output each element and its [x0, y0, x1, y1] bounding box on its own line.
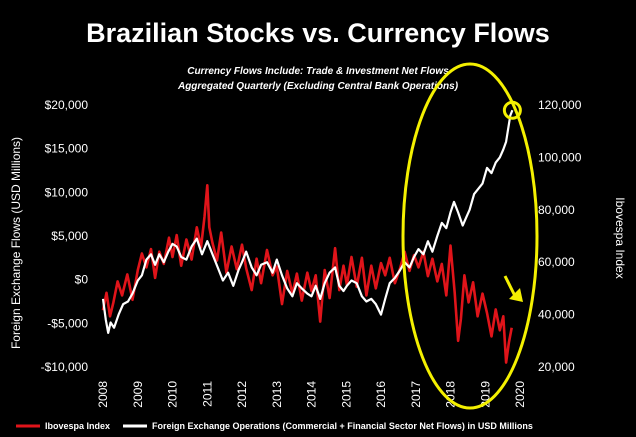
legend-label-ibovespa: Ibovespa Index: [45, 421, 110, 431]
right-axis-title: Ibovespa Index: [613, 197, 627, 278]
down-arrow-shaft: [503, 275, 517, 297]
chart-subtitle-line-2: Aggregated Quarterly (Excluding Central …: [177, 81, 459, 92]
right-tick-label: 120,000: [538, 98, 582, 112]
highlight-ellipse: [401, 62, 539, 410]
series-line-fx-operations: [101, 109, 514, 334]
x-axis-ticks: 2008 2009 2010 2011 2012 2013 2014 2015 2016 2017…: [96, 381, 527, 408]
legend-label-fx-operations: Foreign Exchange Operations (Commercial …: [152, 421, 533, 431]
highlight-circle: [502, 100, 522, 120]
chart-title: Brazilian Stocks vs. Currency Flows: [86, 18, 550, 48]
left-tick-label: $5,000: [51, 229, 88, 243]
left-tick-label: -$5,000: [47, 316, 88, 330]
chart-subtitle-line-1: Currency Flows Include: Trade & Investme…: [187, 66, 449, 77]
right-axis-ticks: 120,000 100,000 80,000 60,000 40,000 20,000: [538, 98, 582, 374]
left-tick-label: $20,000: [45, 98, 89, 112]
left-tick-label: -$10,000: [41, 360, 89, 374]
series-line-ibovespa: [101, 184, 513, 364]
x-tick-label: 2020: [513, 381, 527, 408]
x-tick-label: 2013: [270, 381, 284, 408]
x-tick-label: 2011: [200, 381, 214, 407]
x-tick-label: 2010: [166, 381, 180, 408]
x-tick-label: 2009: [131, 381, 145, 408]
x-tick-label: 2014: [305, 381, 319, 408]
annotations: [401, 62, 539, 410]
right-tick-label: 60,000: [538, 255, 575, 269]
x-tick-label: 2017: [409, 381, 423, 408]
x-tick-label: 2008: [96, 381, 110, 408]
plot-area: [101, 109, 514, 364]
left-tick-label: $0: [75, 273, 89, 287]
x-tick-label: 2016: [374, 381, 388, 408]
left-tick-label: $15,000: [45, 142, 89, 156]
left-axis-ticks: $20,000 $15,000 $10,000 $5,000 $0 -$5,000 -$10…: [41, 98, 89, 374]
x-tick-label: 2012: [235, 381, 249, 408]
down-arrow-head: [509, 288, 523, 302]
legend: Ibovespa Index Foreign Exchange Operatio…: [16, 421, 533, 431]
right-tick-label: 100,000: [538, 150, 582, 164]
x-tick-label: 2015: [339, 381, 353, 408]
left-tick-label: $10,000: [45, 185, 89, 199]
right-tick-label: 20,000: [538, 360, 575, 374]
right-tick-label: 40,000: [538, 308, 575, 322]
x-tick-label: 2018: [444, 381, 458, 408]
right-tick-label: 80,000: [538, 203, 575, 217]
left-axis-title: Foreign Exchange Flows (USD Millions): [9, 137, 23, 349]
